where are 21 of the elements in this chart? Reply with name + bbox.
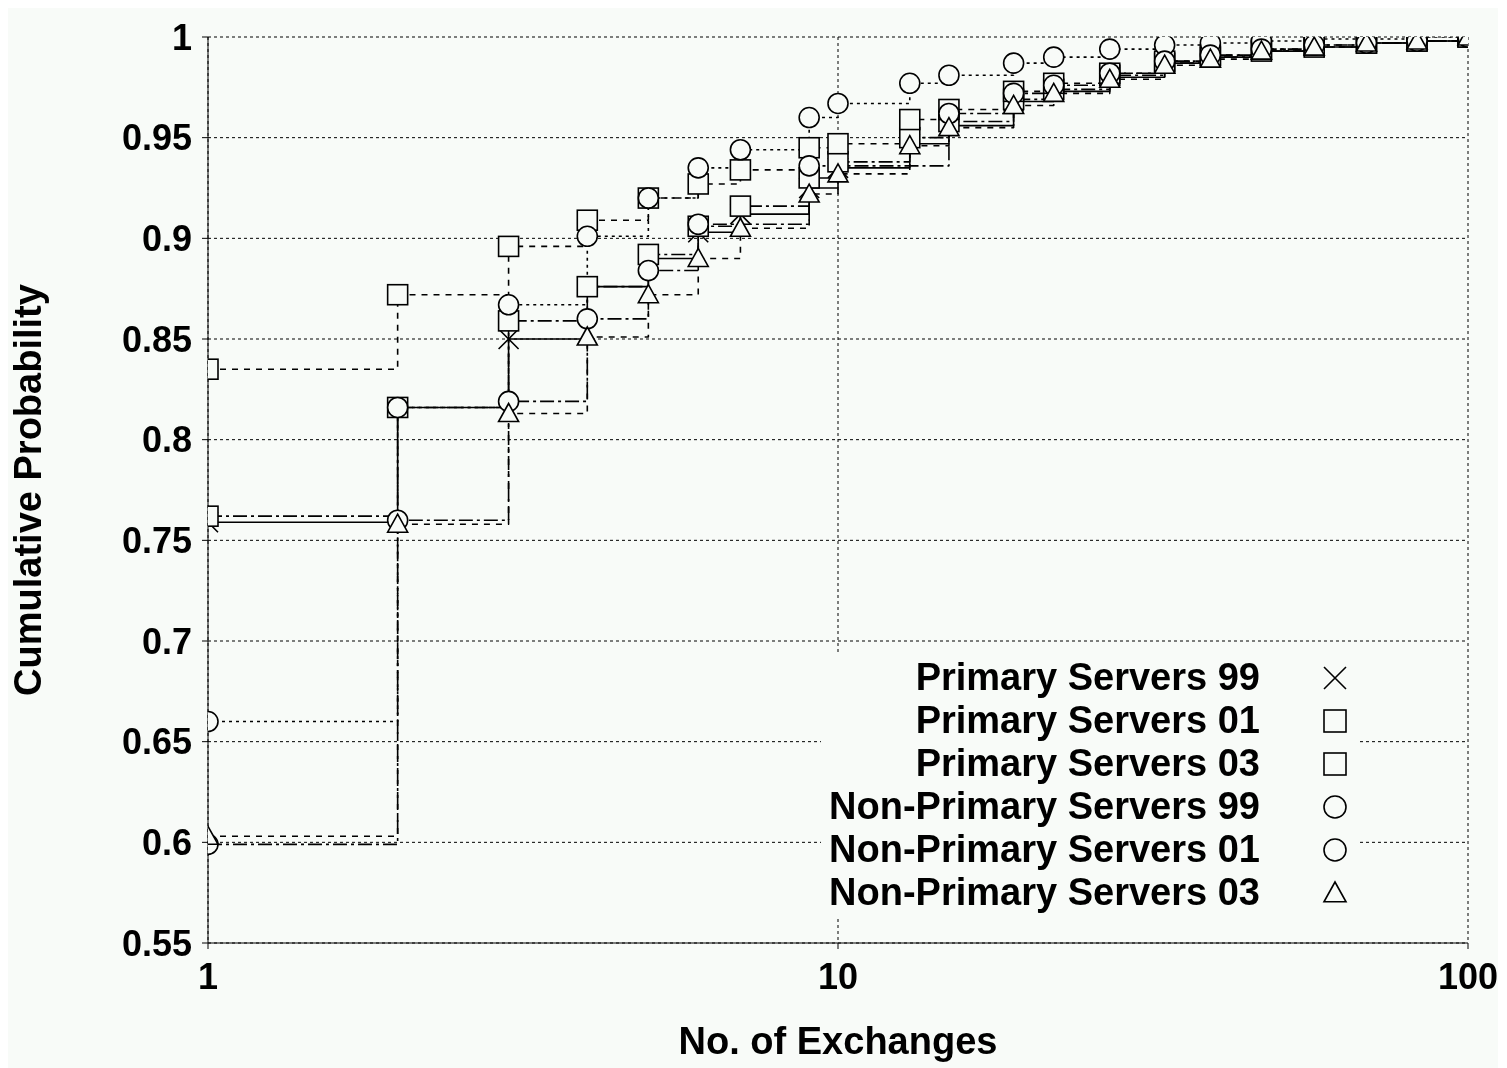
y-tick-label: 0.95: [121, 117, 192, 159]
legend-label: Primary Servers 99: [915, 656, 1260, 699]
x-tick-label: 1: [197, 955, 219, 997]
y-tick-label: 0.75: [121, 520, 192, 562]
x-tick-label: 10: [817, 955, 859, 997]
y-tick-label: 0.85: [121, 318, 192, 360]
y-tick-label: 1: [171, 16, 192, 58]
y-tick-label: 0.55: [121, 922, 192, 964]
y-tick-label: 0.65: [121, 721, 192, 763]
y-tick-label: 0.8: [141, 419, 192, 461]
legend-label: Primary Servers 03: [915, 742, 1260, 785]
legend-label: Non-Primary Servers 99: [829, 785, 1260, 828]
legend-label: Non-Primary Servers 01: [829, 828, 1260, 871]
x-axis-title: No. of Exchanges: [678, 1020, 998, 1062]
x-tick-label: 100: [1437, 955, 1499, 997]
y-tick-label: 0.7: [141, 620, 192, 662]
y-tick-label: 0.6: [141, 822, 192, 864]
y-tick-label: 0.9: [141, 218, 192, 260]
y-axis-title: Cumulative Probability: [7, 284, 50, 696]
legend-label: Primary Servers 01: [915, 699, 1260, 742]
legend-label: Non-Primary Servers 03: [829, 871, 1260, 914]
